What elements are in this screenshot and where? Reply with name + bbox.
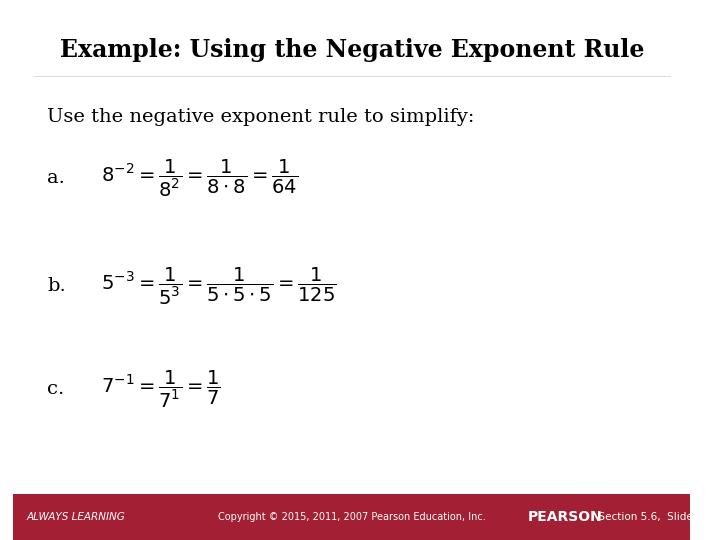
Text: $7^{-1} = \dfrac{1}{7^{1}} = \dfrac{1}{7}$: $7^{-1} = \dfrac{1}{7^{1}} = \dfrac{1}{7… — [102, 368, 221, 409]
Text: a.: a. — [47, 169, 65, 187]
Text: $8^{-2} = \dfrac{1}{8^{2}} = \dfrac{1}{8 \cdot 8} = \dfrac{1}{64}$: $8^{-2} = \dfrac{1}{8^{2}} = \dfrac{1}{8… — [102, 158, 298, 199]
Text: $5^{-3} = \dfrac{1}{5^{3}} = \dfrac{1}{5 \cdot 5 \cdot 5} = \dfrac{1}{125}$: $5^{-3} = \dfrac{1}{5^{3}} = \dfrac{1}{5… — [102, 266, 337, 307]
Text: Copyright © 2015, 2011, 2007 Pearson Education, Inc.: Copyright © 2015, 2011, 2007 Pearson Edu… — [218, 512, 485, 522]
FancyBboxPatch shape — [13, 494, 690, 540]
Text: PEARSON: PEARSON — [528, 510, 603, 524]
Text: c.: c. — [47, 380, 64, 398]
Text: ALWAYS LEARNING: ALWAYS LEARNING — [27, 512, 125, 522]
Text: Example: Using the Negative Exponent Rule: Example: Using the Negative Exponent Rul… — [60, 38, 644, 62]
Text: b.: b. — [47, 277, 66, 295]
Text: Section 5.6,  Slide 8: Section 5.6, Slide 8 — [592, 512, 703, 522]
Text: Use the negative exponent rule to simplify:: Use the negative exponent rule to simpli… — [47, 108, 474, 126]
